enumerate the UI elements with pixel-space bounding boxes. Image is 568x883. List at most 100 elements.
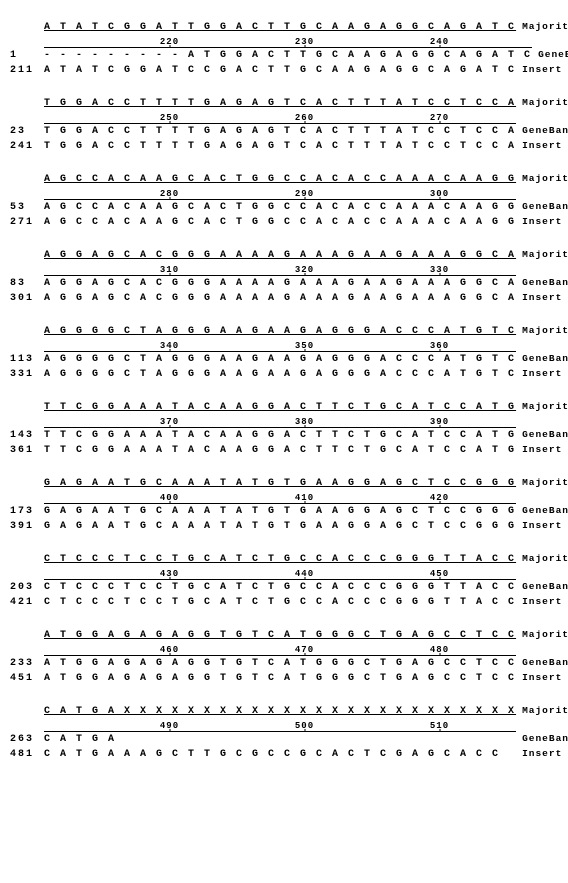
majority-sequence: A G G G G C T A G G G A A G A A G A G G … [44, 325, 516, 339]
majority-label: Majority [522, 172, 568, 186]
row-position: 451 [10, 672, 44, 686]
majority-label: Majority [522, 324, 568, 338]
majority-row: T T C G G A A A T A C A A G G A C T T C … [10, 400, 558, 415]
row-position: 233 [10, 657, 44, 671]
sequence-text: A T G G A G A G A G G T G T C A T G G G … [44, 672, 516, 686]
row-position: 53 [10, 201, 44, 215]
row-position: 301 [10, 292, 44, 306]
ruler-row: 490500510 [10, 719, 558, 731]
row-label: Insert seq [522, 443, 568, 457]
ruler: 490500510 [44, 719, 449, 731]
ruler: 370380390 [44, 415, 449, 427]
ruler-tick-mark [169, 45, 170, 48]
ruler: 460470480 [44, 643, 449, 655]
majority-label: Majority [522, 96, 568, 110]
sequence-text: T T C G G A A A T A C A A G G A C T T C … [44, 444, 516, 458]
sequence-row: 361T T C G G A A A T A C A A G G A C T T… [10, 443, 558, 458]
ruler-tick-mark [439, 501, 440, 504]
sequence-row: 451A T G G A G A G A G G T G T C A T G G… [10, 671, 558, 686]
sequence-row: 53A G C C A C A A G C A C T G G C C A C … [10, 199, 558, 215]
majority-row: G A G A A T G C A A A T A T G T G A A G … [10, 476, 558, 491]
majority-row: A G G A G C A C G G G A A A A G A A A G … [10, 248, 558, 263]
majority-label: Majority [522, 400, 568, 414]
row-label: GeneBank seq [522, 656, 568, 670]
ruler-tick-mark [439, 577, 440, 580]
majority-label: Majority [522, 628, 568, 642]
majority-label: Majority [522, 552, 568, 566]
row-position: 83 [10, 277, 44, 291]
majority-row: C A T G A X X X X X X X X X X X X X X X … [10, 704, 558, 719]
ruler-tick-mark [169, 729, 170, 732]
majority-sequence: G A G A A T G C A A A T A T G T G A A G … [44, 477, 516, 491]
sequence-row: 173G A G A A T G C A A A T A T G T G A A… [10, 503, 558, 519]
sequence-row: 233A T G G A G A G A G G T G T C A T G G… [10, 655, 558, 671]
ruler-row: 370380390 [10, 415, 558, 427]
row-position: 23 [10, 125, 44, 139]
sequence-row: 203C T C C C T C C T G C A T C T G C C A… [10, 579, 558, 595]
sequence-row: 331A G G G G C T A G G G A A G A A G A G… [10, 367, 558, 382]
row-position: 113 [10, 353, 44, 367]
ruler-tick-mark [169, 197, 170, 200]
ruler-tick-mark [169, 273, 170, 276]
ruler-tick-mark [169, 653, 170, 656]
majority-sequence: A T G G A G A G A G G T G T C A T G G G … [44, 629, 516, 643]
ruler-row: 340350360 [10, 339, 558, 351]
ruler-tick-mark [304, 577, 305, 580]
ruler-tick-mark [439, 349, 440, 352]
ruler-row: 280290300 [10, 187, 558, 199]
majority-sequence: T T C G G A A A T A C A A G G A C T T C … [44, 401, 516, 415]
ruler-tick-mark [304, 197, 305, 200]
ruler-tick-mark [304, 425, 305, 428]
ruler-tick-mark [304, 349, 305, 352]
row-label: GeneBank seq [522, 580, 568, 594]
row-position: 263 [10, 733, 44, 747]
ruler-row: 310320330 [10, 263, 558, 275]
row-label: GeneBank seq [522, 504, 568, 518]
sequence-text: T G G A C C T T T T G A G A G T C A C T … [44, 140, 516, 154]
majority-row: A T A T C G G A T T G G A C T T G C A A … [10, 20, 558, 35]
row-label: GeneBank seq [522, 352, 568, 366]
majority-sequence: A T A T C G G A T T G G A C T T G C A A … [44, 21, 516, 35]
row-position: 1 [10, 49, 44, 63]
row-label: Insert seq [522, 519, 568, 533]
sequence-text: G A G A A T G C A A A T A T G T G A A G … [44, 503, 516, 519]
sequence-text: A G G G G C T A G G G A A G A A G A G G … [44, 368, 516, 382]
sequence-row: 421C T C C C T C C T G C A T C T G C C A… [10, 595, 558, 610]
ruler-tick-mark [169, 501, 170, 504]
ruler: 310320330 [44, 263, 449, 275]
majority-label: Majority [522, 20, 568, 34]
sequence-text: A T A T C G G A T C C G A C T T G C A A … [44, 64, 516, 78]
majority-label: Majority [522, 476, 568, 490]
row-label: Insert seq [522, 291, 568, 305]
majority-row: C T C C C T C C T G C A T C T G C C A C … [10, 552, 558, 567]
ruler: 400410420 [44, 491, 449, 503]
row-position: 271 [10, 216, 44, 230]
sequence-row: 83A G G A G C A C G G G A A A A G A A A … [10, 275, 558, 291]
row-position: 173 [10, 505, 44, 519]
majority-sequence: A G G A G C A C G G G A A A A G A A A G … [44, 249, 516, 263]
row-label: GeneBank seq [522, 276, 568, 290]
sequence-row: 301A G G A G C A C G G G A A A A G A A A… [10, 291, 558, 306]
ruler: 220230240 [44, 35, 449, 47]
majority-row: A T G G A G A G A G G T G T C A T G G G … [10, 628, 558, 643]
row-position: 421 [10, 596, 44, 610]
ruler-tick-mark [439, 197, 440, 200]
majority-sequence: T G G A C C T T T T G A G A G T C A C T … [44, 97, 516, 111]
ruler-tick-mark [169, 349, 170, 352]
sequence-text: C T C C C T C C T G C A T C T G C C A C … [44, 579, 516, 595]
row-label: GeneBank seq [522, 732, 568, 746]
row-position: 203 [10, 581, 44, 595]
ruler-row: 400410420 [10, 491, 558, 503]
ruler-tick-mark [439, 653, 440, 656]
ruler-tick-mark [304, 273, 305, 276]
majority-sequence: C A T G A X X X X X X X X X X X X X X X … [44, 705, 516, 719]
ruler-tick-mark [439, 45, 440, 48]
sequence-text: A G C C A C A A G C A C T G G C C A C A … [44, 216, 516, 230]
ruler: 250260270 [44, 111, 449, 123]
sequence-text: A G G G G C T A G G G A A G A A G A G G … [44, 351, 516, 367]
row-label: Insert seq [522, 139, 568, 153]
majority-label: Majority [522, 704, 568, 718]
sequence-row: 113A G G G G C T A G G G A A G A A G A G… [10, 351, 558, 367]
ruler: 430440450 [44, 567, 449, 579]
majority-row: A G G G G C T A G G G A A G A A G A G G … [10, 324, 558, 339]
